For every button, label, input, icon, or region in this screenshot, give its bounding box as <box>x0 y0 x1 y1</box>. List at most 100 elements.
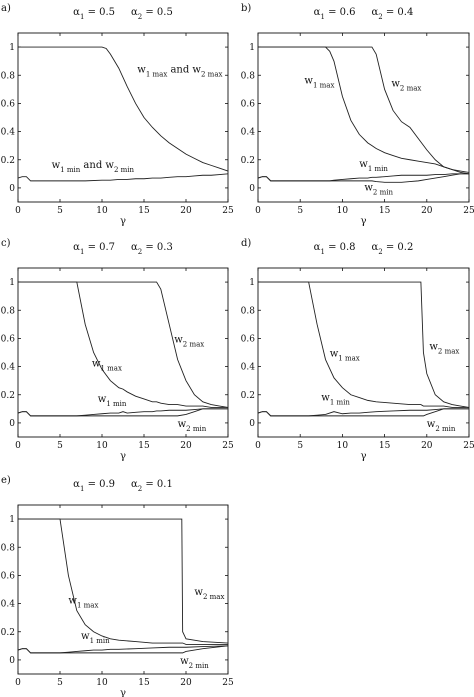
panel-label: c) <box>1 238 11 249</box>
text-part: w <box>52 160 61 171</box>
data-line <box>257 408 469 417</box>
x-axis-label: γ <box>361 451 367 462</box>
text-part: α <box>314 7 321 18</box>
panel-title: α1 = 0.7 α2 = 0.3 <box>73 242 173 256</box>
x-tick-label: 20 <box>180 441 192 451</box>
data-line <box>17 173 229 182</box>
data-line <box>257 408 469 417</box>
x-tick-label: 0 <box>15 678 21 688</box>
panel-title: α1 = 0.6 α2 = 0.4 <box>314 7 414 21</box>
y-tick-label: 0.2 <box>1 628 15 638</box>
x-tick-label: 15 <box>138 441 150 451</box>
panel-label: b) <box>241 3 251 14</box>
data-line <box>18 518 228 645</box>
text-part: w <box>81 631 90 642</box>
text-part: w <box>178 419 187 430</box>
x-tick-label: 20 <box>180 206 192 216</box>
subscript: 1 <box>80 485 84 493</box>
subscript: 1 min <box>330 398 351 406</box>
curve-label: w2 max <box>429 342 459 356</box>
text-part: w <box>391 79 400 90</box>
panel: b) α1 = 0.6 α2 = 0.400.20.40.60.810 5 10 15 2… <box>241 3 474 227</box>
x-tick-label: 20 <box>421 206 433 216</box>
subscript: 1 <box>80 248 84 256</box>
x-tick-label: 5 <box>297 441 303 451</box>
curve-label: w1 max <box>68 596 98 610</box>
subscript: 1 min <box>106 400 127 408</box>
text-part: w <box>321 392 330 403</box>
panel-label: d) <box>241 238 251 249</box>
subscript: 2 max <box>400 85 421 93</box>
subscript: 2 max <box>203 593 224 601</box>
subscript: 1 max <box>100 365 121 373</box>
curve-label: w2 max <box>174 335 204 349</box>
panel-title: α1 = 0.8 α2 = 0.2 <box>314 242 414 256</box>
x-tick-label: 10 <box>337 441 349 451</box>
curve-label: w2 min <box>178 419 207 433</box>
data-line <box>258 46 470 173</box>
text-part: w <box>304 76 313 87</box>
x-tick-label: 5 <box>297 206 303 216</box>
subscript: 1 min <box>60 166 81 174</box>
text-part: α <box>73 7 80 18</box>
panel-label: a) <box>1 3 11 14</box>
data-line <box>18 46 229 172</box>
curve-label: w1 min and w2 min <box>52 160 135 174</box>
data-line <box>18 281 229 408</box>
text-part: = 0.4 <box>383 7 414 18</box>
subscript: 2 min <box>373 189 394 197</box>
y-tick-label: 0 <box>9 419 15 429</box>
y-tick-label: 0.4 <box>241 128 256 138</box>
subscript: 2 min <box>114 166 135 174</box>
y-tick-label: 0 <box>9 184 15 194</box>
y-tick-label: 0.6 <box>1 334 16 344</box>
text-part: w <box>98 394 107 405</box>
subscript: 1 <box>320 248 324 256</box>
subscript: 1 min <box>90 637 111 645</box>
text-part: = 0.2 <box>383 242 414 253</box>
data-line <box>258 46 470 175</box>
x-tick-label: 20 <box>421 441 433 451</box>
subscript: 1 max <box>146 70 167 78</box>
text-part: w <box>174 335 183 346</box>
y-tick-label: 0.4 <box>241 363 256 373</box>
data-line <box>257 173 469 183</box>
x-tick-label: 15 <box>379 206 391 216</box>
y-tick-label: 0.6 <box>241 334 256 344</box>
y-tick-label: 1 <box>9 515 15 525</box>
text-part: w <box>359 159 368 170</box>
y-tick-label: 0.8 <box>1 71 16 81</box>
text-part: = 0.1 <box>142 479 173 490</box>
x-tick-label: 25 <box>222 678 234 688</box>
y-tick-label: 1 <box>249 278 255 288</box>
text-part: = 0.5 <box>142 7 173 18</box>
text-part: = 0.9 α <box>84 479 138 490</box>
subscript: 2 <box>138 485 142 493</box>
text-part: w <box>180 656 189 667</box>
subscript: 2 <box>138 13 142 21</box>
curve-label: w2 max <box>391 79 421 93</box>
subscript: 1 min <box>368 165 389 173</box>
panel: d) α1 = 0.8 α2 = 0.200.20.40.60.810 5 10 15 2… <box>241 238 474 462</box>
x-tick-label: 20 <box>180 678 192 688</box>
x-tick-label: 15 <box>138 206 150 216</box>
x-tick-label: 5 <box>57 678 63 688</box>
plot-frame <box>17 267 229 438</box>
y-tick-label: 0.6 <box>241 99 256 109</box>
text-part: = 0.7 α <box>84 242 138 253</box>
subscript: 2 max <box>183 341 204 349</box>
text-part: w <box>137 64 146 75</box>
x-tick-label: 0 <box>255 206 261 216</box>
plot-frame <box>257 267 470 438</box>
x-tick-label: 10 <box>96 678 108 688</box>
y-tick-label: 0 <box>249 184 255 194</box>
plot-frame <box>17 504 229 675</box>
text-part: α <box>73 479 80 490</box>
x-tick-label: 15 <box>379 441 391 451</box>
y-tick-label: 0.8 <box>1 543 16 553</box>
text-part: = 0.5 α <box>84 7 138 18</box>
subscript: 2 min <box>186 425 207 433</box>
curve-label: w1 min <box>321 392 350 406</box>
curve-label: w1 max and w2 max <box>137 64 222 78</box>
